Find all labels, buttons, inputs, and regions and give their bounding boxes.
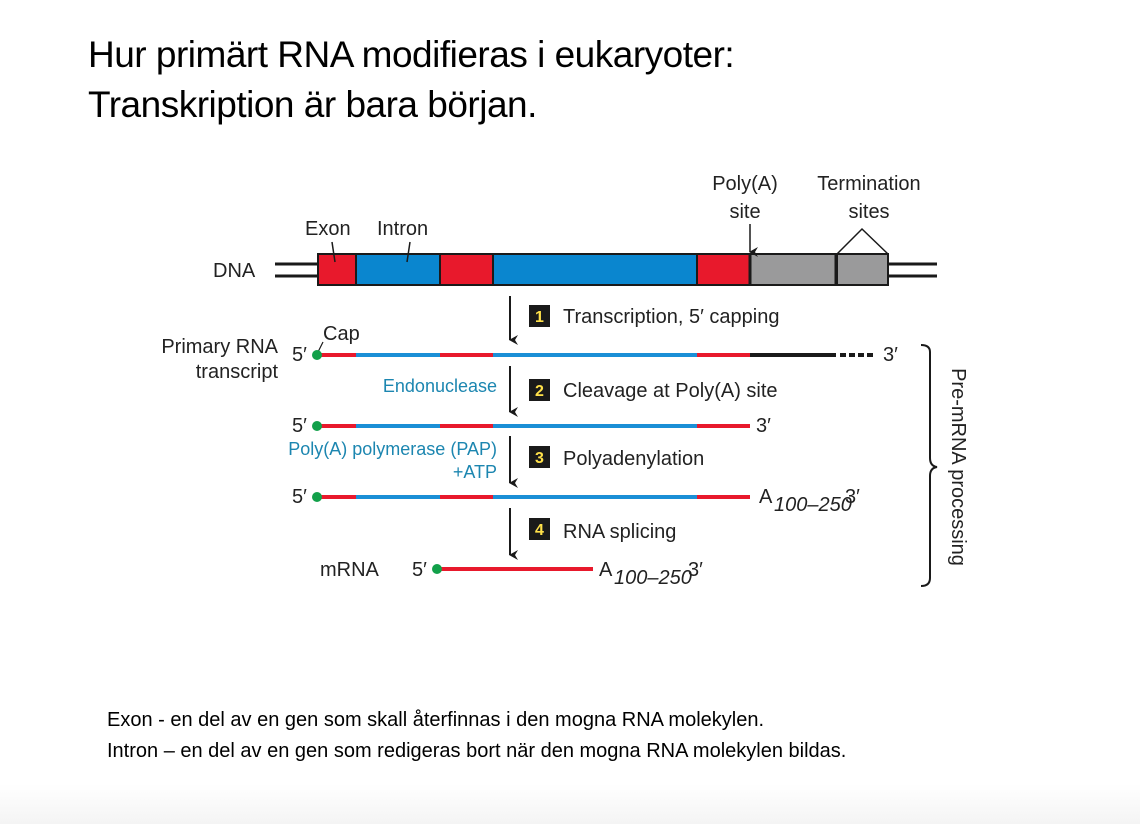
cleaved-5prime: 5′ [292,415,307,437]
step-4-number: 4 [535,522,544,539]
step-2-label: Cleavage at Poly(A) site [563,380,778,402]
mrna-5prime: 5′ [412,559,427,581]
exon-label: Exon [305,218,351,240]
dna-bar [317,253,889,286]
endonuclease-label: Endonuclease [383,376,497,396]
step-2-number: 2 [535,383,544,400]
slide-title-line1: Hur primärt RNA modifieras i eukaryoter: [88,34,735,75]
step-2: 2 Cleavage at Poly(A) site Endonuclease [383,366,778,417]
step-1-number: 1 [535,309,544,326]
dna-intron-1 [355,253,441,286]
cap-dot [312,492,322,502]
step-3-number: 3 [535,450,544,467]
mrna-3prime: 3′ [688,559,703,581]
pre-mrna-processing-label: Pre-mRNA processing [947,368,969,566]
dna-exon-3 [696,253,751,286]
dna-exon-2 [439,253,494,286]
cap-pointer [317,341,324,353]
pap-label: Poly(A) polymerase (PAP) [288,439,497,459]
cap-dot [312,350,322,360]
mrna-polya-tail: A [599,559,613,581]
dna-termination-region-1 [749,253,837,286]
step-4: 4 RNA splicing [509,508,676,560]
primary-5prime: 5′ [292,344,307,366]
dna-strand-ends [275,262,937,278]
slide-bottom-edge [0,784,1140,824]
termination-sites-label: Termination [817,173,920,195]
termination-sites-pointer [836,227,889,255]
primary-3prime: 3′ [883,344,898,366]
step-3: 3 Polyadenylation Poly(A) polymerase (PA… [288,436,704,488]
step-1: 1 Transcription, 5′ capping [509,296,779,345]
dna-exon-1 [317,253,357,286]
primary-rna-label-2: transcript [196,361,279,383]
cap-label: Cap [323,323,360,345]
polya-site-label-2: site [729,201,760,223]
polyadenylated-5prime: 5′ [292,486,307,508]
dna-termination-region-2 [836,253,889,286]
pre-mrna-bracket [920,344,938,587]
primary-rna-label: Primary RNA [161,336,278,358]
mrna-polya-subscript: 100–250 [614,567,692,589]
step-3-label: Polyadenylation [563,448,704,470]
cap-dot [312,421,322,431]
step-4-label: RNA splicing [563,521,676,543]
dna-label: DNA [213,260,256,282]
intron-pointer [406,241,411,263]
polyadenylated-3prime: 3′ [845,486,860,508]
slide-title-line2: Transkription är bara början. [88,84,537,125]
cap-dot [432,564,442,574]
exon-definition: Exon - en del av en gen som skall återfi… [107,709,765,731]
polya-site-label: Poly(A) [712,173,778,195]
mrna-label: mRNA [320,559,380,581]
polya-tail: A [759,486,773,508]
intron-label: Intron [377,218,428,240]
cleaved-3prime: 3′ [756,415,771,437]
exon-pointer [331,241,336,263]
termination-sites-label-2: sites [848,201,889,223]
polya-subscript: 100–250 [774,494,852,516]
dna-intron-2 [492,253,698,286]
intron-definition: Intron – en del av en gen som redigeras … [107,740,847,762]
step-1-label: Transcription, 5′ capping [563,306,779,328]
atp-label: +ATP [453,462,497,482]
